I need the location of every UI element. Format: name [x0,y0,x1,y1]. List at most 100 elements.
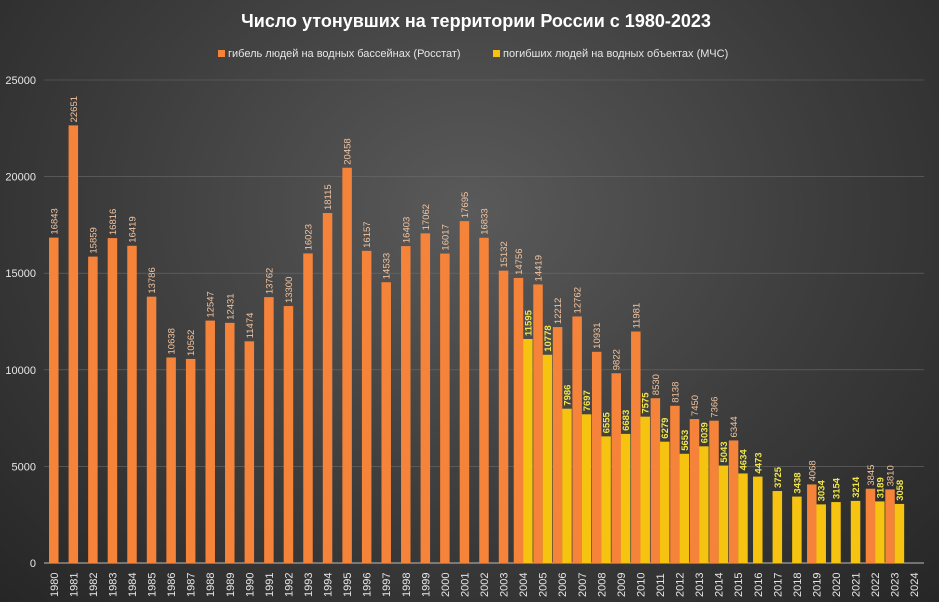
data-label-rosstat: 3810 [886,465,897,486]
data-label-rosstat: 11981 [631,303,642,329]
x-tick-label: 1989 [225,573,237,597]
x-tick-label: 2005 [538,573,550,597]
bar-rosstat [420,233,431,563]
legend-label-rosstat: гибель людей на водных бассейнах (Росста… [228,48,461,60]
bar-rosstat [381,282,391,563]
bar-rosstat [572,316,582,563]
data-label-rosstat: 16816 [108,209,119,235]
x-tick-label: 1996 [362,573,374,597]
bar-rosstat [146,296,157,563]
bar-mchs [523,338,533,563]
data-label-rosstat: 18115 [323,184,334,210]
bar-mchs [660,441,670,563]
y-tick-label: 25000 [5,75,36,87]
bar-mchs [601,436,611,563]
data-label-rosstat: 10931 [592,322,603,348]
bar-rosstat [552,327,563,563]
data-label-rosstat: 20458 [343,138,354,164]
y-tick-label: 20000 [5,172,36,184]
bar-mchs [581,414,592,563]
x-tick-label: 1990 [244,573,256,597]
bar-rosstat [631,331,641,563]
bar-rosstat [591,351,602,563]
x-tick-label: 2001 [459,573,471,597]
x-tick-label: 1980 [49,573,61,597]
data-label-rosstat: 14533 [382,253,393,279]
x-tick-label: 2019 [811,573,823,597]
data-label-rosstat: 11474 [245,313,256,339]
data-label-mchs: 11595 [523,309,534,336]
x-tick-label: 2018 [792,573,804,597]
bar-rosstat [440,253,450,563]
x-tick-label: 1991 [264,573,276,597]
data-label-rosstat: 4068 [807,460,818,481]
legend-swatch-rosstat [218,50,225,57]
data-label-mchs: 4473 [753,452,764,473]
bar-rosstat [611,373,622,563]
x-tick-label: 1992 [283,573,295,597]
x-tick-label: 2002 [479,573,491,597]
bar-rosstat [185,358,196,563]
x-tick-label: 1982 [88,573,100,597]
bars [49,125,905,564]
x-tick-label: 1993 [303,573,315,597]
x-tick-label: 1997 [381,573,393,597]
data-label-rosstat: 10638 [167,328,178,354]
data-label-rosstat: 12547 [206,291,217,317]
data-label-rosstat: 16157 [362,221,373,247]
bar-rosstat [807,484,817,563]
x-tick-label: 1987 [186,573,198,597]
x-tick-label: 1985 [147,573,159,597]
x-tick-label: 1998 [401,573,413,597]
data-label-rosstat: 8138 [670,382,681,403]
data-label-mchs: 6039 [699,422,710,443]
x-tick-label: 2007 [577,573,589,597]
data-label-rosstat: 12212 [553,298,564,324]
data-label-mchs: 6279 [660,418,671,439]
y-tick-label: 10000 [5,365,36,377]
bar-rosstat [689,419,700,563]
data-label-rosstat: 13300 [284,277,295,303]
data-labels: 16843 22651 15859 16816 16419 13786 10638 10562… [49,96,906,501]
data-label-mchs: 10778 [543,325,554,351]
x-tick-label: 2016 [753,573,765,597]
bar-mchs [679,453,690,563]
bar-mchs [542,354,553,563]
bar-mchs [753,476,763,563]
bar-mchs [875,501,885,563]
data-label-rosstat: 17062 [421,204,432,230]
bar-rosstat [107,238,118,564]
bar-mchs [620,433,631,563]
data-label-mchs: 3058 [895,480,906,501]
x-tick-label: 2011 [655,573,667,597]
data-label-mchs: 3189 [875,477,886,498]
y-tick-label: 5000 [12,461,36,473]
x-tick-label: 1981 [68,573,80,597]
data-label-mchs: 3725 [773,466,784,488]
bar-rosstat [225,322,235,563]
chart-title: Число утонувших на территории России с 1… [241,11,711,31]
bar-mchs [562,408,572,563]
x-tick-label: 2021 [851,573,863,597]
data-label-rosstat: 7450 [690,395,701,416]
bar-rosstat [865,488,876,563]
data-label-rosstat: 16017 [440,224,451,250]
bar-rosstat [68,125,79,563]
x-tick-label: 2014 [714,573,726,597]
data-label-mchs: 7697 [582,390,593,411]
bar-mchs [816,504,826,563]
x-tick-label: 2017 [772,573,784,597]
bar-rosstat [342,167,352,563]
bar-rosstat [513,277,524,563]
y-tick-label: 0 [30,558,36,570]
legend-label-mchs: погибших людей на водных объектах (МЧС) [503,48,728,60]
bar-rosstat [361,250,372,564]
data-label-rosstat: 12762 [573,287,584,313]
data-label-rosstat: 16403 [401,217,412,243]
x-tick-label: 2013 [694,573,706,597]
data-label-rosstat: 8530 [651,374,662,395]
x-tick-label: 2012 [675,573,687,597]
bar-mchs [850,500,861,563]
x-tick-label: 2015 [733,573,745,597]
